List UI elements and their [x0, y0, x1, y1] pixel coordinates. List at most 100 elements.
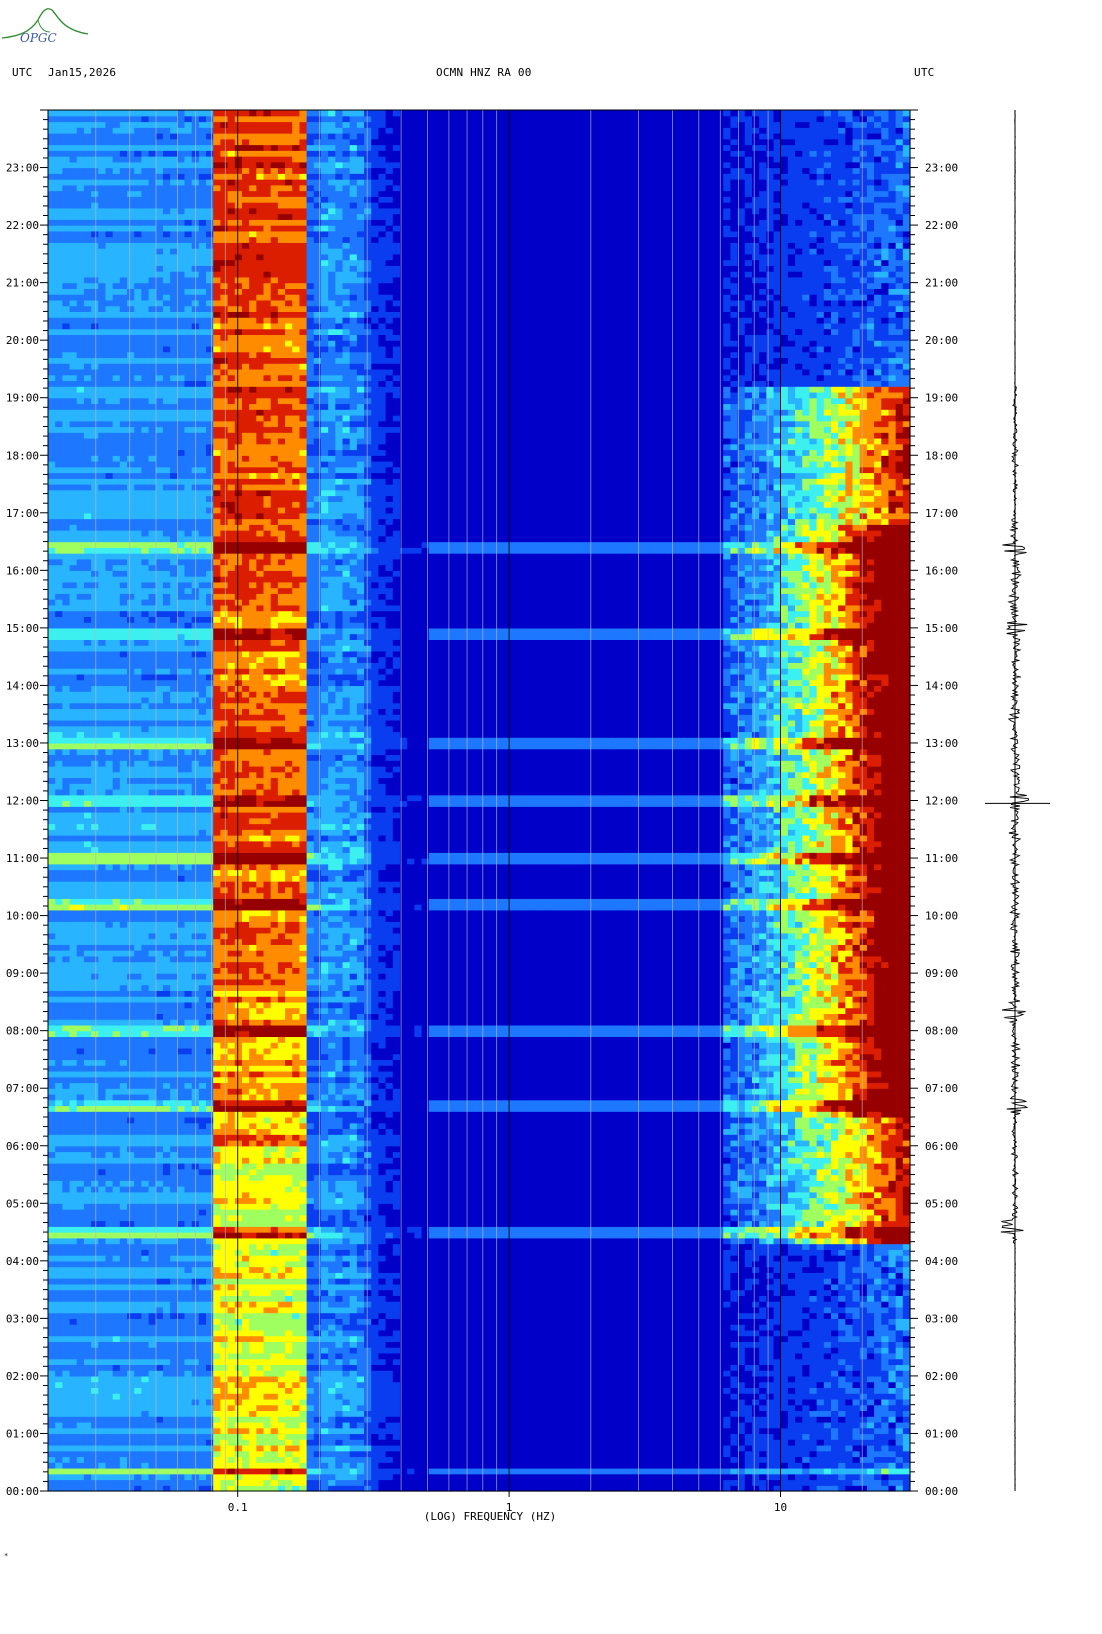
heatmap-cell — [637, 1428, 645, 1434]
heatmap-cell — [594, 1272, 602, 1278]
heatmap-cell — [465, 1318, 473, 1324]
heatmap-cell — [680, 1261, 688, 1267]
heatmap-cell — [443, 1267, 451, 1273]
heatmap-cell — [378, 1364, 386, 1370]
heatmap-cell — [184, 1364, 192, 1370]
heatmap-cell — [551, 1445, 559, 1451]
heatmap-cell — [113, 1428, 121, 1434]
heatmap-cell — [551, 1318, 559, 1324]
heatmap-cell — [730, 1318, 738, 1324]
heatmap-cell — [838, 1341, 846, 1347]
heatmap-cell — [896, 1307, 904, 1313]
heatmap-cell — [422, 1451, 430, 1457]
heatmap-cell — [256, 1462, 264, 1468]
heatmap-cell — [802, 1428, 810, 1434]
heatmap-cell — [386, 1405, 394, 1411]
heatmap-cell — [70, 1324, 78, 1330]
heatmap-cell — [328, 1433, 336, 1439]
heatmap-cell — [149, 1451, 157, 1457]
heatmap-cell — [824, 1318, 832, 1324]
heatmap-cell — [709, 1376, 717, 1382]
heatmap-cell — [98, 1468, 106, 1474]
heatmap-cell — [436, 1341, 444, 1347]
heatmap-cell — [220, 1456, 228, 1462]
heatmap-cell — [680, 1439, 688, 1445]
heatmap-cell — [386, 1301, 394, 1307]
heatmap-cell — [558, 1456, 566, 1462]
heatmap-cell — [465, 1324, 473, 1330]
heatmap-cell — [62, 1410, 70, 1416]
heatmap-cell — [867, 1462, 875, 1468]
heatmap-cell — [601, 1336, 609, 1342]
heatmap-cell — [141, 1451, 149, 1457]
heatmap-cell — [752, 1474, 760, 1480]
heatmap-cell — [565, 1416, 573, 1422]
heatmap-cell — [134, 1359, 142, 1365]
heatmap-cell — [343, 1324, 351, 1330]
heatmap-cell — [149, 1353, 157, 1359]
heatmap-cell — [580, 1290, 588, 1296]
heatmap-cell — [328, 1267, 336, 1273]
heatmap-cell — [113, 1290, 121, 1296]
heatmap-cell — [630, 1399, 638, 1405]
heatmap-cell — [515, 1295, 523, 1301]
heatmap-cell — [673, 1307, 681, 1313]
heatmap-cell — [98, 1341, 106, 1347]
heatmap-cell — [896, 1267, 904, 1273]
heatmap-cell — [307, 1324, 315, 1330]
heatmap-cell — [105, 1313, 113, 1319]
heatmap-cell — [91, 1295, 99, 1301]
heatmap-cell — [845, 1479, 853, 1485]
heatmap-cell — [601, 1376, 609, 1382]
heatmap-cell — [84, 1255, 92, 1261]
heatmap-cell — [551, 1290, 559, 1296]
heatmap-cell — [98, 1284, 106, 1290]
heatmap-cell — [623, 1359, 631, 1365]
heatmap-cell — [831, 1382, 839, 1388]
heatmap-cell — [536, 1301, 544, 1307]
heatmap-cell — [896, 1295, 904, 1301]
heatmap-cell — [292, 1474, 300, 1480]
heatmap-cell — [371, 1359, 379, 1365]
heatmap-cell — [98, 1376, 106, 1382]
heatmap-cell — [493, 1295, 501, 1301]
heatmap-cell — [752, 1261, 760, 1267]
heatmap-cell — [393, 1313, 401, 1319]
heatmap-cell — [184, 1370, 192, 1376]
heatmap-cell — [141, 1272, 149, 1278]
heatmap-cell — [623, 1267, 631, 1273]
heatmap-cell — [91, 1456, 99, 1462]
heatmap-cell — [608, 1341, 616, 1347]
heatmap-cell — [436, 1399, 444, 1405]
heatmap-cell — [457, 1301, 465, 1307]
heatmap-cell — [62, 1474, 70, 1480]
heatmap-cell — [630, 1272, 638, 1278]
heatmap-cell — [723, 1318, 731, 1324]
heatmap-cell — [831, 1359, 839, 1365]
heatmap-cell — [62, 1353, 70, 1359]
heatmap-cell — [321, 1347, 329, 1353]
heatmap-cell — [572, 1278, 580, 1284]
heatmap-cell — [422, 1261, 430, 1267]
heatmap-cell — [687, 1393, 695, 1399]
heatmap-cell — [680, 1347, 688, 1353]
heatmap-cell — [77, 1364, 85, 1370]
heatmap-cell — [659, 1445, 667, 1451]
heatmap-cell — [565, 1267, 573, 1273]
heatmap-cell — [364, 1405, 372, 1411]
heatmap-cell — [809, 1410, 817, 1416]
heatmap-cell — [163, 1336, 171, 1342]
heatmap-cell — [680, 1307, 688, 1313]
heatmap-cell — [644, 1364, 652, 1370]
heatmap-cell — [529, 1456, 537, 1462]
heatmap-cell — [407, 1479, 415, 1485]
heatmap-cell — [695, 1376, 703, 1382]
heatmap-cell — [357, 1272, 365, 1278]
heatmap-cell — [745, 1324, 753, 1330]
heatmap-cell — [48, 1324, 56, 1330]
heatmap-cell — [335, 1272, 343, 1278]
heatmap-cell — [429, 1393, 437, 1399]
heatmap-cell — [371, 1399, 379, 1405]
heatmap-cell — [831, 1462, 839, 1468]
heatmap-cell — [422, 1433, 430, 1439]
